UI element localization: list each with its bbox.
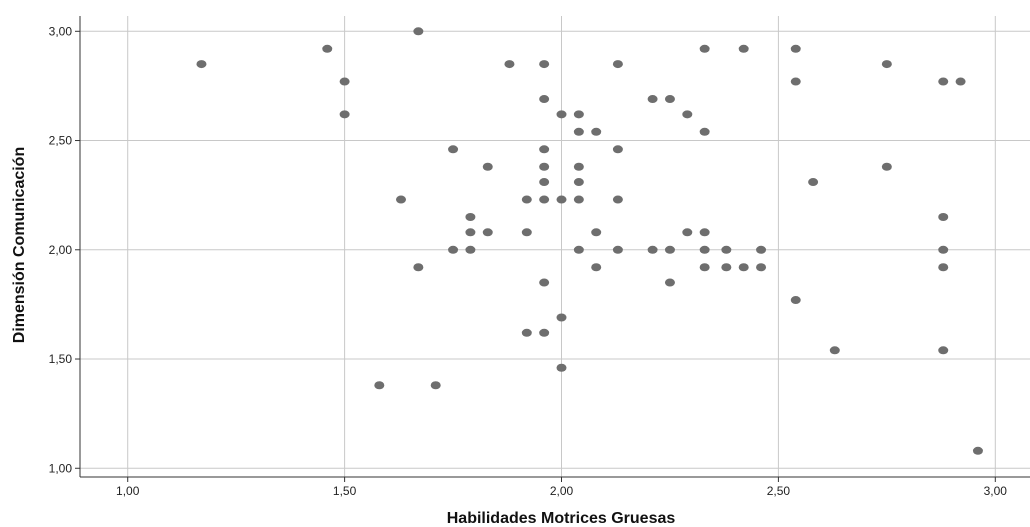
scatter-point bbox=[539, 60, 550, 69]
x-tick-label: 2,50 bbox=[767, 484, 791, 498]
scatter-point bbox=[756, 263, 767, 272]
scatter-point bbox=[881, 60, 892, 69]
scatter-point bbox=[539, 145, 550, 154]
scatter-point bbox=[938, 77, 949, 86]
scatter-point bbox=[374, 381, 385, 390]
scatter-point bbox=[790, 296, 801, 305]
scatter-point bbox=[504, 60, 515, 69]
scatter-point bbox=[829, 346, 840, 355]
scatter-point bbox=[612, 145, 623, 154]
scatter-point bbox=[339, 77, 350, 86]
scatter-point bbox=[573, 110, 584, 119]
y-axis-title: Dimensión Comunicación bbox=[11, 147, 28, 343]
grid-lines bbox=[80, 16, 1030, 477]
scatter-point bbox=[664, 278, 675, 287]
scatter-point bbox=[647, 245, 658, 254]
scatter-point bbox=[938, 245, 949, 254]
scatter-point bbox=[465, 245, 476, 254]
scatter-point bbox=[539, 278, 550, 287]
y-tick-label: 1,00 bbox=[49, 461, 73, 475]
tick-labels: 1,00 1,50 2,00 2,50 3,00 1,00 1,50 2,00 2,50 3,00 bbox=[49, 24, 1008, 498]
scatter-point bbox=[556, 313, 567, 322]
scatter-point bbox=[573, 245, 584, 254]
scatter-point bbox=[196, 60, 207, 69]
scatter-point bbox=[521, 228, 532, 237]
scatter-point bbox=[322, 44, 333, 53]
x-tick-label: 1,50 bbox=[333, 484, 357, 498]
scatter-point bbox=[521, 195, 532, 204]
scatter-point bbox=[790, 44, 801, 53]
x-tick-label: 1,00 bbox=[116, 484, 140, 498]
y-tick-label: 3,00 bbox=[49, 24, 73, 38]
scatter-point bbox=[539, 328, 550, 337]
scatter-point bbox=[699, 127, 710, 136]
scatter-point bbox=[591, 263, 602, 272]
scatter-point bbox=[612, 195, 623, 204]
scatter-point bbox=[539, 178, 550, 187]
y-tick-label: 2,50 bbox=[49, 134, 73, 148]
scatter-point bbox=[573, 162, 584, 171]
scatter-point bbox=[413, 263, 424, 272]
scatter-point bbox=[573, 127, 584, 136]
scatter-point bbox=[955, 77, 966, 86]
scatter-point bbox=[539, 95, 550, 104]
scatter-point bbox=[556, 195, 567, 204]
axes bbox=[75, 16, 1030, 482]
scatter-point bbox=[448, 245, 459, 254]
scatter-point bbox=[938, 346, 949, 355]
scatter-point bbox=[721, 245, 732, 254]
scatter-point bbox=[482, 162, 493, 171]
scatter-point bbox=[413, 27, 424, 36]
scatter-point bbox=[430, 381, 441, 390]
scatter-point bbox=[521, 328, 532, 337]
scatter-point bbox=[938, 213, 949, 222]
scatter-point bbox=[612, 245, 623, 254]
scatter-point bbox=[556, 363, 567, 372]
y-tick-label: 2,00 bbox=[49, 243, 73, 257]
scatter-point bbox=[664, 245, 675, 254]
scatter-point bbox=[573, 178, 584, 187]
scatter-point bbox=[682, 110, 693, 119]
data-points bbox=[196, 27, 983, 455]
scatter-point bbox=[699, 44, 710, 53]
x-tick-label: 2,00 bbox=[550, 484, 574, 498]
scatter-point bbox=[756, 245, 767, 254]
scatter-point bbox=[396, 195, 407, 204]
scatter-point bbox=[721, 263, 732, 272]
scatter-point bbox=[972, 446, 983, 455]
scatter-point bbox=[339, 110, 350, 119]
scatter-point bbox=[808, 178, 819, 187]
scatter-point bbox=[790, 77, 801, 86]
scatter-point bbox=[612, 60, 623, 69]
scatter-point bbox=[881, 162, 892, 171]
scatter-point bbox=[938, 263, 949, 272]
scatter-point bbox=[664, 95, 675, 104]
x-axis-title: Habilidades Motrices Gruesas bbox=[447, 510, 676, 527]
scatter-point bbox=[699, 245, 710, 254]
scatter-point bbox=[591, 228, 602, 237]
scatter-point bbox=[539, 195, 550, 204]
scatter-point bbox=[448, 145, 459, 154]
x-tick-label: 3,00 bbox=[984, 484, 1008, 498]
scatter-point bbox=[482, 228, 493, 237]
scatter-point bbox=[573, 195, 584, 204]
scatter-point bbox=[465, 228, 476, 237]
scatter-point bbox=[647, 95, 658, 104]
scatter-point bbox=[465, 213, 476, 222]
scatter-point bbox=[699, 263, 710, 272]
scatter-point bbox=[539, 162, 550, 171]
scatter-point bbox=[699, 228, 710, 237]
y-tick-label: 1,50 bbox=[49, 352, 73, 366]
scatter-point bbox=[591, 127, 602, 136]
scatter-point bbox=[556, 110, 567, 119]
scatter-point bbox=[738, 263, 749, 272]
scatter-point bbox=[682, 228, 693, 237]
scatter-point bbox=[738, 44, 749, 53]
